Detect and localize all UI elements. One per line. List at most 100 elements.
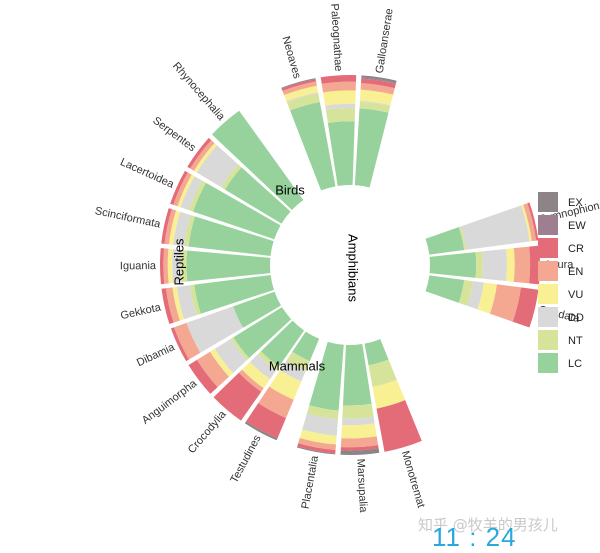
bar-anguimorpha-en xyxy=(196,351,229,388)
bar-neoaves-en xyxy=(282,81,317,96)
bar-neoaves-ex xyxy=(281,78,316,89)
bar-serpentes-lc xyxy=(224,167,291,224)
bar-anguimorpha-vu xyxy=(210,348,233,377)
bar-lacertoidea-lc xyxy=(193,182,281,240)
group-label-reptiles: Reptiles xyxy=(171,238,186,285)
order-label-testudines: Testudines xyxy=(228,433,264,485)
bar-marsupalia-dd xyxy=(341,416,375,426)
bar-gymnophiona-vu xyxy=(521,204,532,242)
bar-iguania-cr xyxy=(159,248,165,285)
bar-scinciformata-cr xyxy=(161,208,172,244)
bar-scinciformata-vu xyxy=(168,210,181,245)
bar-gekkota-en xyxy=(165,287,180,323)
order-label-iguania: Iguania xyxy=(120,260,157,272)
legend-key-cr xyxy=(538,238,558,258)
bar-serpentes-vu xyxy=(193,143,217,173)
bar-neoaves-vu xyxy=(284,85,319,102)
bar-gekkota-nt xyxy=(189,284,201,316)
bar-serpentes-dd xyxy=(196,145,239,188)
chart-bars xyxy=(159,74,540,455)
order-label-dibamia: Dibamia xyxy=(135,341,177,369)
bar-gymnophiona-lc xyxy=(425,227,465,255)
bar-galloanserae-lc xyxy=(354,108,389,188)
bar-gymnophiona-cr xyxy=(527,202,539,241)
bar-anura-nt xyxy=(475,251,483,279)
bar-neoaves-dd xyxy=(286,92,319,103)
bar-galloanserae-ex xyxy=(361,75,397,83)
bar-marsupalia-vu xyxy=(341,423,377,439)
legend-key-vu xyxy=(538,284,558,304)
order-label-scinciformata: Scinciformata xyxy=(94,205,163,231)
legend-label-ew: EW xyxy=(568,220,586,232)
bar-lacertoidea-nt xyxy=(188,180,206,212)
timestamp: 11 : 24 xyxy=(432,522,517,552)
bar-lacertoidea-cr xyxy=(170,170,188,205)
bar-marsupalia-en xyxy=(340,436,379,448)
legend-key-en xyxy=(538,261,558,281)
legend-label-en: EN xyxy=(568,266,583,278)
bar-iguania-lc xyxy=(186,250,271,282)
order-label-anguimorpha: Anguimorpha xyxy=(140,377,200,427)
bar-galloanserae-cr xyxy=(361,78,396,89)
legend-label-vu: VU xyxy=(568,289,583,301)
legend-key-lc xyxy=(538,353,558,373)
group-label-mammals: Mammals xyxy=(269,358,326,373)
legend-label-nt: NT xyxy=(568,335,583,347)
order-label-monotremat: Monotremat xyxy=(399,449,427,509)
bar-gymnophiona-en xyxy=(523,203,537,242)
bar-galloanserae-dd xyxy=(359,100,391,107)
order-label-serpentes: Serpentes xyxy=(150,115,198,155)
bar-paleognathae-dd xyxy=(325,103,356,110)
bar-anura-cr xyxy=(529,245,540,285)
watermark: 知乎 @牧羊的男孩儿 xyxy=(418,516,558,534)
bar-crocodylia-dd xyxy=(249,354,277,380)
bar-testudines-ex xyxy=(244,421,278,441)
legend-label-ex: EX xyxy=(568,197,583,209)
bar-paleognathae-en xyxy=(321,81,356,93)
bar-placentalia-en xyxy=(298,437,336,451)
bar-marsupalia-lc xyxy=(342,344,372,406)
bar-dibamia-cr xyxy=(170,327,189,362)
bar-monotremat-cr xyxy=(376,400,422,452)
bar-neoaves-lc xyxy=(290,101,336,191)
bar-paleognathae-vu xyxy=(323,90,356,106)
bar-dibamia-en xyxy=(174,322,201,360)
bar-gekkota-dd xyxy=(176,285,197,320)
bar-lacertoidea-en xyxy=(173,172,192,207)
legend-label-dd: DD xyxy=(568,312,584,324)
order-label-gekkota: Gekkota xyxy=(119,301,162,322)
group-label-birds: Birds xyxy=(275,182,305,197)
bar-placentalia-cr xyxy=(297,443,336,454)
bar-paleognathae-cr xyxy=(320,74,357,84)
bar-testudines-en xyxy=(258,386,294,418)
order-label-rhynocephalia: Rhynocephalia xyxy=(170,60,228,123)
order-label-galloanserae: Galloanserae xyxy=(374,8,396,75)
bar-testudines-dd xyxy=(280,360,306,382)
bar-serpentes-cr xyxy=(187,137,212,169)
bar-rhynocephalia-lc xyxy=(211,110,304,211)
order-label-crocodylia: Crocodylia xyxy=(186,408,229,456)
bar-testudines-cr xyxy=(246,403,287,439)
bar-galloanserae-en xyxy=(360,83,395,95)
legend-key-nt xyxy=(538,330,558,350)
bar-crocodylia-en xyxy=(238,369,264,392)
bar-caudata-lc xyxy=(425,275,465,303)
bar-dibamia-lc xyxy=(233,291,281,328)
bar-crocodylia-cr xyxy=(213,372,262,421)
bar-testudines-lc xyxy=(292,331,320,362)
legend: EX EW CR EN VU DD NT LC xyxy=(538,192,586,373)
bar-placentalia-lc xyxy=(309,341,344,411)
bar-iguania-en xyxy=(163,248,169,284)
bar-iguania-nt xyxy=(180,249,188,283)
bar-testudines-nt xyxy=(286,351,310,372)
bar-caudata-cr xyxy=(512,287,539,328)
bar-caudata-dd xyxy=(467,281,484,310)
bar-paleognathae-nt xyxy=(325,107,356,123)
bar-anguimorpha-nt xyxy=(230,337,250,361)
bar-scinciformata-nt xyxy=(184,215,195,247)
legend-label-cr: CR xyxy=(568,243,584,255)
bar-iguania-vu xyxy=(167,248,174,284)
bar-gymnophiona-dd xyxy=(460,205,530,250)
bar-dibamia-dd xyxy=(186,306,244,353)
bar-gekkota-lc xyxy=(194,275,274,314)
